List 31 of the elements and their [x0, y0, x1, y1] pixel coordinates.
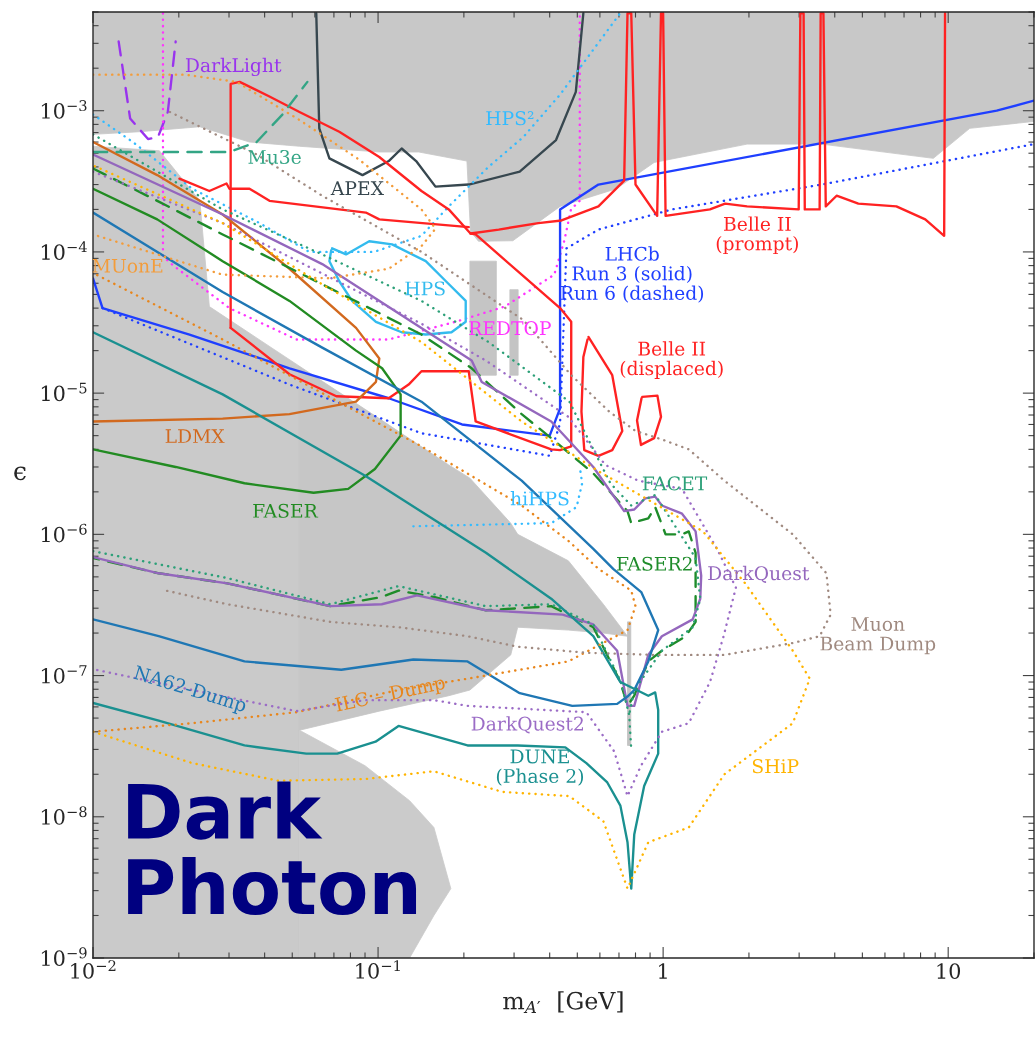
- series-label: SHiP: [752, 759, 799, 774]
- series-label: DUNE (Phase 2): [496, 749, 584, 786]
- y-tick-label: 10$^{−4}$: [41, 241, 87, 260]
- series-label: LDMX: [165, 429, 225, 443]
- series-label: DarkQuest2: [471, 716, 583, 734]
- series-label: REDTOP: [469, 321, 551, 336]
- y-tick-label: 10$^{−7}$: [41, 665, 87, 684]
- series-label: FASER: [253, 503, 319, 518]
- y-tick-label: 10$^{−5}$: [41, 382, 87, 402]
- series-label: DarkLight: [185, 57, 282, 77]
- series-label: FASER2: [617, 556, 692, 571]
- series-label: Muon Beam Dump: [820, 617, 936, 655]
- x-tick-label: 10$^{−1}$: [356, 960, 400, 979]
- annotation: Dark Photon: [128, 781, 417, 916]
- series-label: Belle II (displaced): [620, 341, 723, 379]
- series-label: APEX: [330, 181, 384, 196]
- x-tick-label: 10: [937, 963, 961, 979]
- y-tick-label: 10$^{−8}$: [41, 806, 87, 825]
- y-axis-title: ϵ: [14, 466, 26, 481]
- series-label: Belle II (prompt): [716, 216, 798, 255]
- series-label: LHCb Run 3 (solid) Run 6 (dashed): [560, 246, 704, 303]
- series-label: FACET: [642, 476, 708, 491]
- x-tick-label: 1: [659, 963, 667, 979]
- x-axis-title: m$_{A′}$ [GeV]: [503, 991, 623, 1013]
- series-label: HPS²: [486, 111, 534, 126]
- y-tick-label: 10$^{−6}$: [41, 523, 87, 543]
- text: ILC – Dump: [334, 674, 447, 716]
- series-label: Mu3e: [248, 149, 301, 165]
- y-tick-label: 10$^{−3}$: [41, 100, 87, 119]
- series-label: DarkQuest: [708, 565, 810, 584]
- series-label: HPS: [405, 281, 445, 296]
